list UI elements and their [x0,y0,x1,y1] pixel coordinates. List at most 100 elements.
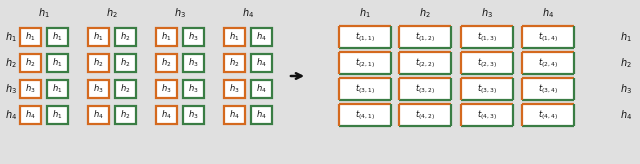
Bar [88,80,109,98]
Bar [156,80,177,98]
Bar [47,106,68,124]
Bar [115,54,136,72]
Text: $t_{(3,2)}$: $t_{(3,2)}$ [415,82,435,96]
Text: $h_{1}$: $h_{1}$ [52,83,63,95]
Text: $h_{4}$: $h_{4}$ [256,57,267,69]
Text: $h_{3}$: $h_{3}$ [188,83,199,95]
Bar [399,52,451,74]
Bar [183,80,204,98]
Text: $h_{1}$: $h_{1}$ [38,6,50,20]
Text: $t_{(1,4)}$: $t_{(1,4)}$ [538,30,558,44]
Bar [399,78,451,100]
Bar [224,28,245,46]
Text: $t_{(2,4)}$: $t_{(2,4)}$ [538,56,558,70]
Text: $h_{1}$: $h_{1}$ [229,31,240,43]
Text: $h_{4}$: $h_{4}$ [161,109,172,121]
Text: $h_{4}$: $h_{4}$ [229,109,240,121]
Bar [522,104,574,126]
Text: $h_{3}$: $h_{3}$ [620,82,632,96]
Bar [47,28,68,46]
Text: $h_{2}$: $h_{2}$ [161,57,172,69]
Text: $t_{(3,1)}$: $t_{(3,1)}$ [355,82,375,96]
Text: $h_{4}$: $h_{4}$ [256,109,267,121]
Text: $h_{4}$: $h_{4}$ [242,6,254,20]
Text: $h_{3}$: $h_{3}$ [188,57,199,69]
Text: $h_{2}$: $h_{2}$ [120,57,131,69]
Text: $h_{4}$: $h_{4}$ [542,6,554,20]
Bar [339,52,391,74]
Bar [251,54,272,72]
Bar [522,52,574,74]
Bar [339,104,391,126]
Text: $t_{(1,2)}$: $t_{(1,2)}$ [415,30,435,44]
Bar [251,80,272,98]
Bar [156,106,177,124]
Text: $h_{2}$: $h_{2}$ [93,57,104,69]
Bar [399,104,451,126]
Text: $h_{2}$: $h_{2}$ [419,6,431,20]
Text: $h_{4}$: $h_{4}$ [25,109,36,121]
Bar [88,54,109,72]
Bar [461,52,513,74]
Text: $t_{(4,4)}$: $t_{(4,4)}$ [538,108,558,122]
Text: $h_{4}$: $h_{4}$ [256,31,267,43]
Bar [115,106,136,124]
Text: $h_{1}$: $h_{1}$ [5,30,17,44]
Bar [461,104,513,126]
Text: $t_{(4,1)}$: $t_{(4,1)}$ [355,108,375,122]
Text: $t_{(2,1)}$: $t_{(2,1)}$ [355,56,375,70]
Text: $h_{2}$: $h_{2}$ [5,56,17,70]
Text: $h_{3}$: $h_{3}$ [188,31,199,43]
Bar [522,26,574,48]
Text: $h_{3}$: $h_{3}$ [174,6,186,20]
Text: $h_{2}$: $h_{2}$ [229,57,240,69]
Bar [339,78,391,100]
Bar [20,54,41,72]
Text: $h_{3}$: $h_{3}$ [25,83,36,95]
Text: $h_{1}$: $h_{1}$ [93,31,104,43]
Text: $h_{1}$: $h_{1}$ [52,109,63,121]
Text: $h_{1}$: $h_{1}$ [52,31,63,43]
Text: $h_{1}$: $h_{1}$ [359,6,371,20]
Bar [399,26,451,48]
Bar [47,54,68,72]
Bar [88,28,109,46]
Text: $h_{3}$: $h_{3}$ [188,109,199,121]
Bar [224,80,245,98]
Text: $h_{1}$: $h_{1}$ [52,57,63,69]
Text: $t_{(2,3)}$: $t_{(2,3)}$ [477,56,497,70]
Text: $h_{3}$: $h_{3}$ [229,83,240,95]
Text: $t_{(3,4)}$: $t_{(3,4)}$ [538,82,558,96]
Text: $h_{2}$: $h_{2}$ [120,109,131,121]
Bar [461,26,513,48]
Bar [156,28,177,46]
Text: $h_{2}$: $h_{2}$ [106,6,118,20]
Text: $h_{4}$: $h_{4}$ [5,108,17,122]
Bar [224,106,245,124]
Text: $h_{2}$: $h_{2}$ [120,31,131,43]
Bar [224,54,245,72]
Text: $t_{(1,1)}$: $t_{(1,1)}$ [355,30,375,44]
Text: $h_{1}$: $h_{1}$ [26,31,36,43]
Text: $h_{3}$: $h_{3}$ [481,6,493,20]
Text: $t_{(4,3)}$: $t_{(4,3)}$ [477,108,497,122]
Bar [183,106,204,124]
Bar [47,80,68,98]
Bar [20,80,41,98]
Text: $h_{4}$: $h_{4}$ [256,83,267,95]
Text: $t_{(2,2)}$: $t_{(2,2)}$ [415,56,435,70]
Bar [251,28,272,46]
Bar [156,54,177,72]
Bar [183,54,204,72]
Bar [339,26,391,48]
Text: $h_{2}$: $h_{2}$ [25,57,36,69]
Text: $h_{3}$: $h_{3}$ [93,83,104,95]
Bar [115,28,136,46]
Bar [88,106,109,124]
Text: $t_{(3,3)}$: $t_{(3,3)}$ [477,82,497,96]
Bar [251,106,272,124]
Text: $h_{2}$: $h_{2}$ [620,56,632,70]
Text: $h_{3}$: $h_{3}$ [5,82,17,96]
Text: $h_{4}$: $h_{4}$ [93,109,104,121]
Text: $h_{4}$: $h_{4}$ [620,108,632,122]
